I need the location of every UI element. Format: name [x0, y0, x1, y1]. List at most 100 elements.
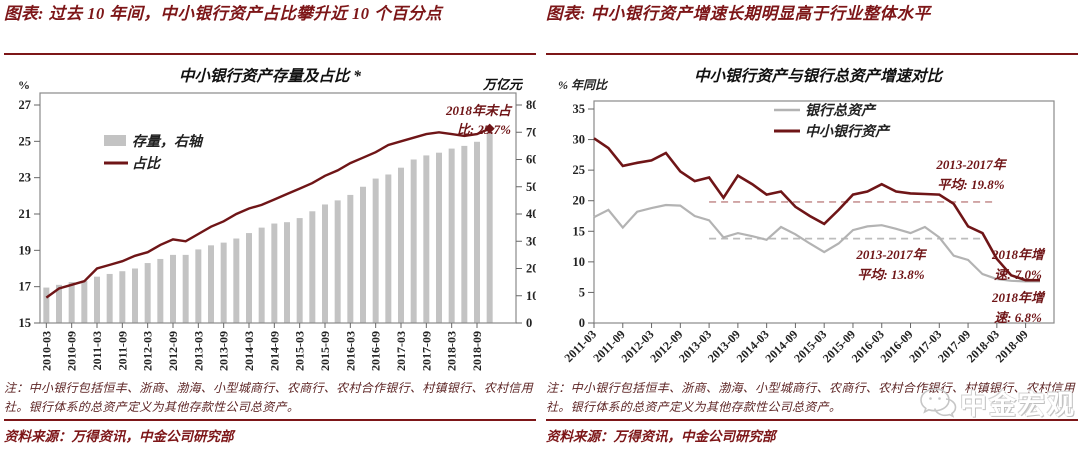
svg-text:60: 60: [526, 153, 536, 167]
svg-text:15: 15: [573, 224, 586, 238]
bar: [144, 263, 151, 323]
x-tick-label: 2011-03: [90, 331, 104, 370]
line-share-series: [45, 127, 491, 299]
bar: [334, 200, 341, 323]
legend-label-small-banks: 中小银行资产: [805, 123, 891, 140]
svg-text:5: 5: [579, 285, 585, 299]
svg-text:2018年增: 2018年增: [991, 247, 1046, 262]
bar: [182, 254, 189, 323]
x-tick-label: 2012-09: [166, 331, 180, 371]
right-chart-title: 中小银行资产与银行总资产增速对比: [694, 67, 945, 85]
legend-label-share: 占比: [132, 155, 162, 172]
bar: [474, 141, 480, 323]
bar: [94, 276, 100, 323]
bar: [410, 159, 417, 323]
bar: [385, 174, 392, 323]
x-tick-label: 2016-03: [343, 331, 357, 371]
svg-text:0: 0: [579, 316, 585, 330]
svg-text:2013-2017年: 2013-2017年: [935, 157, 1007, 172]
x-tick-label: 2016-09: [369, 331, 383, 371]
bar: [170, 254, 176, 323]
bar: [43, 287, 50, 323]
svg-text:23: 23: [19, 171, 32, 185]
bar: [119, 271, 126, 323]
bar: [56, 284, 62, 323]
x-tick-label: 2017-03: [394, 331, 408, 371]
watermark-label: 中金宏观: [960, 390, 1076, 420]
bars-stock-series: [43, 132, 493, 323]
svg-text:25: 25: [573, 163, 586, 177]
wechat-bubbles-icon: [920, 387, 957, 418]
line-total-bank-assets: [593, 203, 1040, 283]
plot-border: [39, 92, 517, 324]
line-small-bank-assets: [593, 137, 1040, 282]
bar: [157, 258, 164, 323]
bar: [258, 227, 265, 323]
svg-text:25: 25: [19, 134, 32, 148]
svg-text:2013-2017年: 2013-2017年: [855, 247, 927, 262]
left-figure-note: 注：中小银行包括恒丰、浙商、渤海、小型城商行、农商行、农村合作银行、村镇银行、农…: [4, 381, 533, 414]
svg-text:15: 15: [19, 316, 32, 330]
axes: 27 25 23 21 19 17 15 80 70 60 50 40 30 20 10 0 2010-03 20…: [19, 98, 537, 371]
svg-text:0: 0: [526, 316, 532, 330]
bar: [309, 211, 316, 323]
bar: [296, 218, 303, 323]
x-tick-label: 2015-09: [318, 331, 332, 371]
right-figure-column: 图表: 中小银行资产增速长期明显高于行业整体水平 中小银行资产与银行总资产增速对…: [546, 0, 1078, 453]
bar: [68, 282, 75, 323]
left-figure-column: 图表: 过去 10 年间，中小银行资产占比攀升近 10 个百分点 中小银行资产存…: [4, 0, 536, 453]
svg-text:10: 10: [573, 255, 586, 269]
svg-text:10: 10: [526, 289, 536, 303]
watermark: 中金宏观: [918, 383, 1076, 422]
bar: [436, 152, 442, 323]
svg-text:27: 27: [19, 98, 32, 112]
svg-text:20: 20: [573, 194, 586, 208]
left-chart-assets-stock-and-share: 中小银行资产存量及占比 *% 万亿元 27 25 23 21 19 17 15 80 70 60 50 4…: [18, 67, 537, 371]
x-tick-label: 2013-03: [191, 331, 205, 371]
svg-text:50: 50: [526, 180, 536, 194]
svg-text:平均: 19.8%: 平均: 19.8%: [937, 177, 1004, 192]
svg-text:21: 21: [19, 207, 32, 221]
svg-text:比: 25.7%: 比: 25.7%: [457, 122, 511, 137]
bar: [195, 249, 202, 323]
svg-text:80: 80: [526, 98, 536, 112]
right-figure-note: 注：中小银行包括恒丰、浙商、渤海、小型城商行、农商行、农村合作银行、村镇银行、农…: [546, 381, 1075, 414]
bar: [208, 245, 214, 323]
svg-text:2018年末占: 2018年末占: [445, 103, 513, 118]
svg-text:30: 30: [526, 234, 536, 248]
bar: [284, 222, 290, 323]
bar: [322, 204, 328, 323]
x-tick-label: 2012-03: [141, 331, 155, 371]
legend-swatch-bar: [104, 135, 126, 146]
svg-text:40: 40: [526, 207, 536, 221]
svg-text:70: 70: [526, 125, 536, 139]
svg-text:速: 6.8%: 速: 6.8%: [994, 310, 1042, 325]
bar: [271, 223, 278, 323]
bar: [132, 268, 138, 323]
y-axis-unit: % 年同比: [558, 78, 609, 92]
bar: [423, 155, 430, 323]
right-figure-source: 资料来源：万得资讯，中金公司研究部: [546, 419, 1078, 445]
x-tick-label: 2011-09: [115, 331, 129, 370]
bar: [220, 242, 227, 323]
svg-text:2018年增: 2018年增: [991, 290, 1046, 305]
svg-text:平均: 13.8%: 平均: 13.8%: [857, 267, 924, 282]
x-tick-label: 2013-09: [217, 331, 231, 371]
left-figure-source: 资料来源：万得资讯，中金公司研究部: [4, 419, 536, 445]
svg-text:35: 35: [573, 102, 586, 116]
x-tick-label: 2010-03: [39, 331, 53, 371]
x-tick-label: 2017-09: [419, 331, 433, 371]
bar: [360, 186, 366, 323]
svg-text:速: 7.0%: 速: 7.0%: [994, 267, 1042, 282]
svg-text:19: 19: [19, 243, 32, 257]
x-tick-label: 2018-09: [993, 327, 1031, 365]
legend-label-total-assets: 银行总资产: [805, 102, 877, 119]
x-tick-label: 2014-09: [267, 331, 281, 371]
right-axis-unit: 万亿元: [482, 77, 524, 92]
